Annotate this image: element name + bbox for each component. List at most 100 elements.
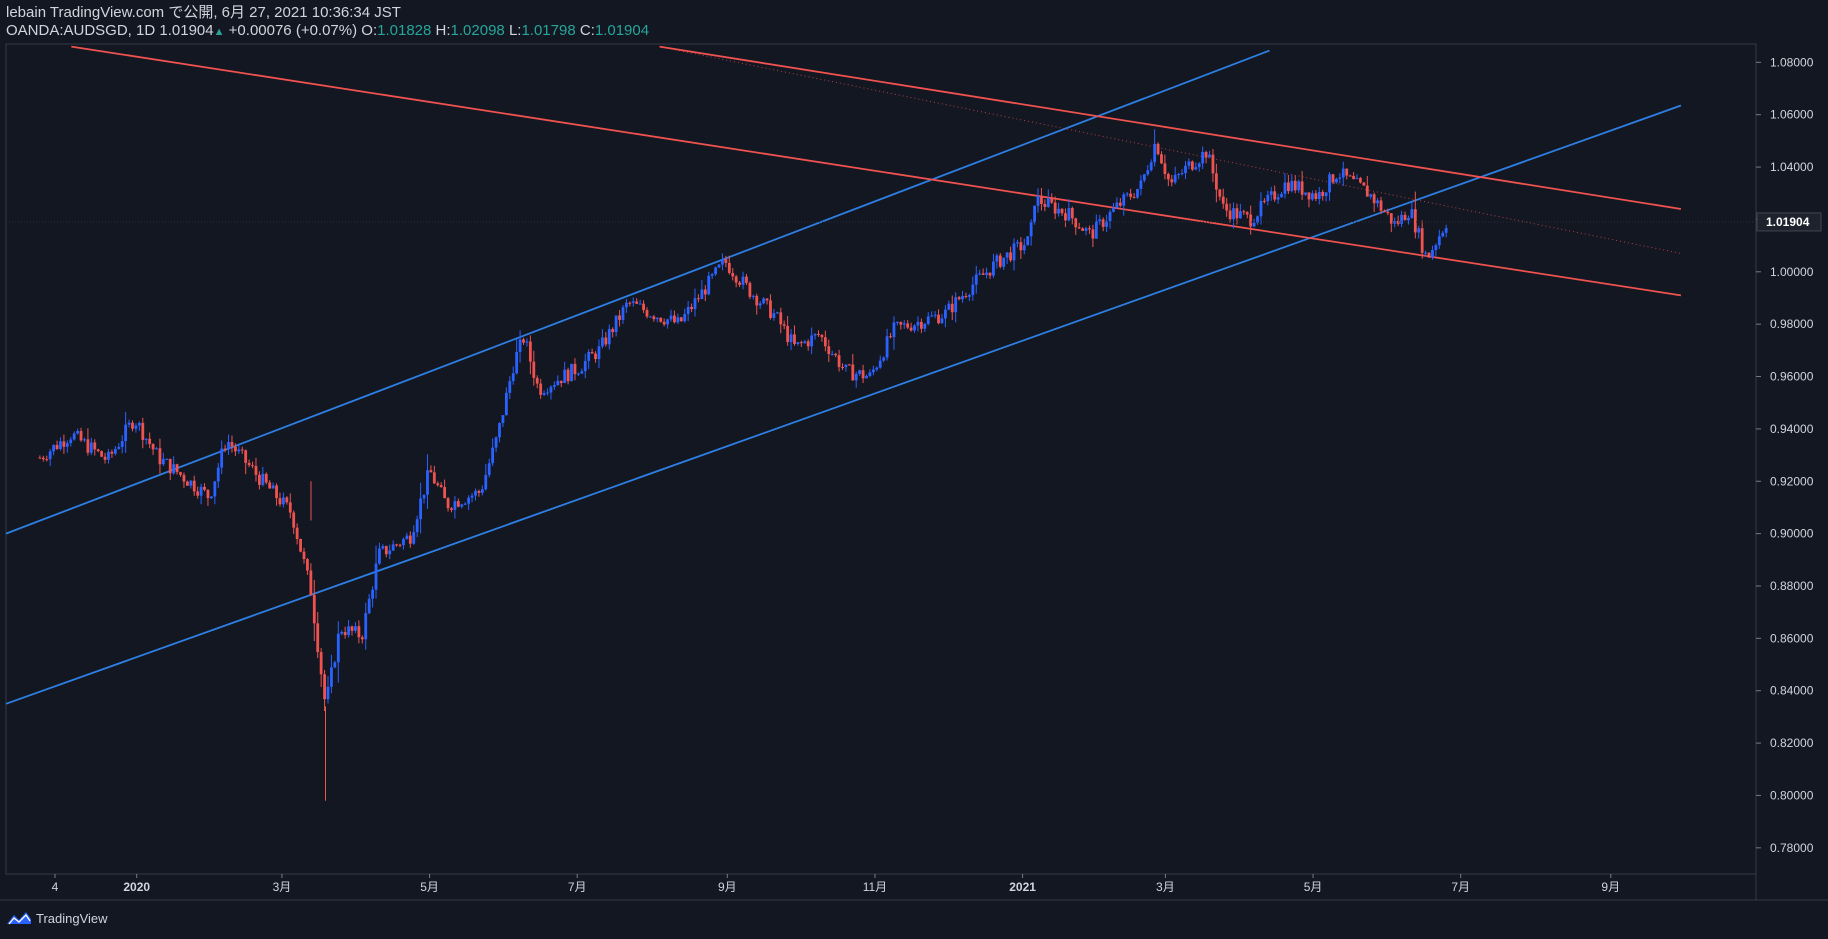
candle-body [865, 375, 868, 379]
candle-body [923, 323, 927, 329]
candle-body [1125, 193, 1129, 195]
candle-body [175, 464, 179, 473]
price-tick-label: 1.04000 [1770, 160, 1814, 174]
open-label: O: [361, 22, 378, 39]
last-price: 1.01904 [159, 22, 214, 39]
candle-body [1088, 228, 1091, 230]
candle-body [563, 369, 567, 384]
time-tick-label: 3月 [273, 880, 292, 894]
candle-body [823, 337, 827, 347]
candle-body [1362, 182, 1366, 186]
candle-body [203, 486, 206, 490]
candle-body [1218, 189, 1222, 197]
candle-body [1300, 181, 1304, 195]
candle-body [1208, 154, 1211, 158]
candle-body [511, 373, 515, 382]
candle-body [679, 317, 683, 322]
high-label: H: [435, 22, 451, 39]
candle-body [782, 324, 786, 326]
candle-body [213, 481, 217, 497]
candle-body [779, 312, 783, 325]
candle-body [391, 544, 395, 551]
last-price-label: 1.01904 [1766, 215, 1810, 229]
candle-body [1156, 143, 1160, 155]
candle-body [398, 544, 402, 546]
price-tick-label: 0.90000 [1770, 527, 1814, 541]
candle-body [1177, 173, 1181, 175]
candle-body [501, 415, 505, 424]
candle-body [306, 559, 309, 571]
candle-body [957, 297, 961, 300]
candle-body [1194, 167, 1198, 170]
candle-body [59, 441, 62, 450]
candle-body [1311, 193, 1314, 200]
symbol-name[interactable]: OANDA:AUDSGD, 1D [6, 22, 156, 39]
blue-trendline [5, 49, 1270, 535]
candle-body [264, 473, 268, 483]
candle-body [1009, 252, 1012, 261]
candle-group [38, 129, 1448, 801]
candle-body [1293, 180, 1297, 191]
candle-body [1235, 208, 1239, 219]
candle-body [282, 497, 285, 505]
candle-body [1431, 249, 1434, 258]
candle-body [1153, 143, 1157, 163]
candle-body [1252, 222, 1256, 227]
candle-body [107, 451, 110, 460]
candle-body [954, 297, 958, 313]
candle-body [1163, 163, 1167, 174]
candle-body [786, 325, 790, 342]
candle-body [868, 372, 872, 376]
candle-body [1238, 211, 1242, 219]
candle-body [621, 307, 625, 320]
candle-body [618, 315, 621, 320]
candle-body [604, 337, 608, 345]
candle-body [261, 473, 265, 485]
candle-body [844, 364, 848, 368]
candle-body [1173, 174, 1177, 183]
candle-body [1413, 209, 1417, 233]
candle-body [1122, 194, 1126, 206]
candle-body [1118, 202, 1122, 206]
candle-body [326, 686, 330, 700]
candle-body [721, 259, 724, 265]
candle-body [141, 422, 145, 440]
candle-body [209, 496, 213, 499]
candle-body [642, 303, 645, 311]
candle-body [724, 259, 728, 263]
candle-body [309, 570, 313, 596]
candle-body [607, 329, 611, 345]
candle-body [443, 487, 447, 499]
candle-body [76, 431, 80, 434]
price-change: +0.00076 (+0.07%) [228, 22, 358, 39]
candle-body [498, 423, 501, 438]
candle-body [402, 539, 405, 546]
candle-body [374, 563, 378, 590]
candle-body [100, 451, 104, 457]
candle-body [271, 485, 275, 489]
candle-body [690, 306, 693, 310]
candle-body [703, 289, 707, 295]
candle-body [882, 357, 886, 361]
candle-body [484, 474, 488, 490]
candle-body [1297, 181, 1301, 191]
candle-body [515, 351, 519, 374]
candle-body [573, 363, 577, 375]
candle-body [55, 444, 59, 450]
candle-body [1232, 208, 1235, 220]
candle-body [258, 474, 261, 485]
candle-body [86, 439, 90, 453]
candle-body [645, 310, 649, 317]
candle-body [1276, 197, 1280, 200]
candle-body [65, 443, 69, 447]
candle-body [360, 637, 364, 640]
candle-body [669, 315, 673, 320]
candle-body [69, 439, 73, 444]
branding-footer[interactable]: TradingView [6, 910, 108, 926]
candle-body [1393, 220, 1397, 224]
candle-body [964, 296, 968, 298]
candle-body [686, 306, 690, 315]
candle-body [707, 275, 711, 295]
symbol-info-row: OANDA:AUDSGD, 1D 1.01904▲ +0.00076 (+0.0… [6, 22, 649, 41]
